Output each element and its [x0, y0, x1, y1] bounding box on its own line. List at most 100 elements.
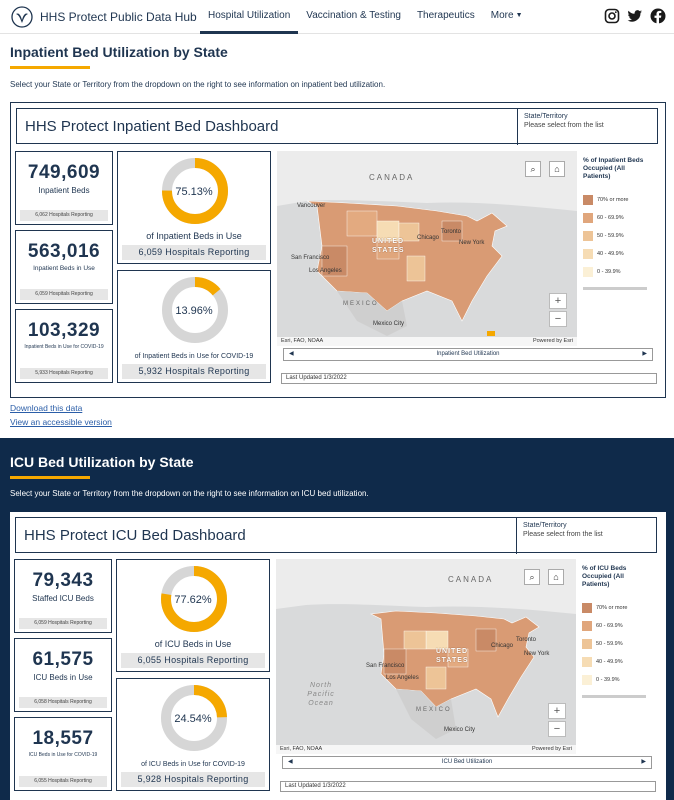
inpatient-dashboard: HHS Protect Inpatient Bed Dashboard Stat…: [10, 102, 666, 398]
legend-title: % of Inpatient Beds Occupied (All Patien…: [583, 157, 644, 180]
legend-swatch: [582, 675, 592, 685]
legend-swatch: [583, 213, 593, 223]
section-accent-underline: [10, 66, 90, 69]
attribution-sources: Esri, FAO, NOAA: [281, 338, 324, 344]
nav-more[interactable]: More ▼: [483, 0, 531, 34]
nav-vaccination-testing[interactable]: Vaccination & Testing: [306, 10, 401, 21]
pager-label: ICU Bed Utilization: [441, 759, 493, 765]
nav-more-label: More: [490, 10, 514, 21]
kpi-value: 103,329: [27, 320, 101, 341]
donut-hospitals-reporting: 6,059 Hospitals Reporting: [122, 245, 266, 260]
map-label-canada: CANADA: [369, 173, 415, 182]
map-attribution: Esri, FAO, NOAA Powered by Esri: [276, 745, 576, 754]
pager-previous-icon[interactable]: ◀: [288, 759, 293, 765]
legend-swatch: [582, 603, 592, 613]
nav-hospital-utilization[interactable]: Hospital Utilization: [200, 0, 299, 34]
legend-item-label: 70% or more: [596, 605, 628, 611]
home-icon[interactable]: ⌂: [548, 569, 564, 585]
map-label-mexico: MEXICO: [416, 707, 452, 713]
legend-swatch: [583, 231, 593, 241]
home-icon[interactable]: ⌂: [549, 161, 565, 177]
map-label-san-francisco: San Francisco: [291, 255, 330, 261]
map-label-new-york: New York: [459, 240, 485, 246]
kpi-label: ICU Beds in Use: [33, 673, 93, 682]
main-nav: Hospital Utilization Vaccination & Testi…: [200, 0, 531, 34]
us-choropleth-map: [277, 151, 577, 336]
kpi-label: Inpatient Beds in Use for COVID-19: [24, 344, 104, 350]
site-brand[interactable]: HHS Protect Public Data Hub: [40, 10, 197, 24]
inpatient-section-title: Inpatient Bed Utilization by State: [10, 44, 228, 60]
legend-item-label: 0 - 39.9%: [596, 677, 620, 683]
attribution-powered-by[interactable]: Powered by Esri: [532, 338, 573, 344]
hhs-eagle-logo-icon[interactable]: [10, 6, 34, 28]
donut-hospitals-reporting: 5,928 Hospitals Reporting: [121, 772, 265, 787]
state-territory-dropdown[interactable]: State/Territory Please select from the l…: [517, 109, 657, 145]
icu-section: ICU Bed Utilization by State Select your…: [0, 438, 674, 800]
pager-next-icon[interactable]: ▶: [641, 759, 646, 765]
donut-caption: of ICU Beds in Use: [154, 639, 232, 649]
zoom-out-button[interactable]: −: [549, 311, 567, 327]
map-label-vancouver: Vancouver: [297, 203, 326, 209]
donut-chart: [162, 158, 228, 224]
donut-hospitals-reporting: 5,932 Hospitals Reporting: [122, 364, 266, 379]
legend-item-label: 0 - 39.9%: [597, 269, 621, 275]
zoom-in-button[interactable]: +: [548, 703, 566, 719]
legend-item-label: 50 - 59.9%: [597, 233, 624, 239]
us-choropleth-map: [276, 559, 576, 739]
legend-swatch: [582, 657, 592, 667]
facebook-icon[interactable]: [650, 8, 666, 24]
zoom-in-button[interactable]: +: [549, 293, 567, 309]
kpi-hospitals-reporting: 6,062 Hospitals Reporting: [20, 210, 108, 221]
donut-icu-in-use: 77.62% of ICU Beds in Use 6,055 Hospital…: [116, 559, 270, 672]
map-label-toronto: Toronto: [441, 229, 462, 235]
map-label-mexico-city: Mexico City: [373, 321, 405, 327]
state-territory-placeholder: Please select from the list: [524, 122, 604, 129]
attribution-powered-by[interactable]: Powered by Esri: [531, 746, 572, 752]
search-icon[interactable]: ⌕: [525, 161, 541, 177]
legend-scrollbar[interactable]: [583, 287, 647, 290]
donut-percent: 13.96%: [175, 305, 213, 317]
donut-percent: 75.13%: [175, 186, 213, 198]
state-territory-dropdown[interactable]: State/Territory Please select from the l…: [516, 518, 656, 554]
download-data-link[interactable]: Download this data: [10, 403, 83, 413]
dashboard-title: HHS Protect ICU Bed Dashboard: [24, 527, 246, 544]
donut-chart: [162, 277, 228, 343]
search-icon[interactable]: ⌕: [524, 569, 540, 585]
icu-dashboard: HHS Protect ICU Bed Dashboard State/Terr…: [10, 512, 666, 800]
legend-swatch: [583, 267, 593, 277]
legend-item: 60 - 69.9%: [582, 621, 652, 631]
kpi-inpatient-beds-in-use: 563,016 Inpatient Beds in Use 6,059 Hosp…: [15, 230, 113, 304]
top-navigation-bar: HHS Protect Public Data Hub Hospital Uti…: [0, 0, 674, 34]
twitter-icon[interactable]: [627, 8, 643, 24]
last-updated: Last Updated 1/3/2022: [280, 781, 656, 792]
kpi-hospitals-reporting: 6,059 Hospitals Reporting: [20, 289, 108, 300]
kpi-value: 749,609: [27, 162, 101, 183]
map-label-canada: CANADA: [448, 575, 494, 584]
accessible-version-link[interactable]: View an accessible version: [10, 417, 112, 427]
map-label-mexico-city: Mexico City: [444, 727, 476, 733]
legend-item: 0 - 39.9%: [583, 267, 653, 277]
pager-next-icon[interactable]: ▶: [642, 351, 647, 357]
map-label-san-francisco: San Francisco: [366, 663, 405, 669]
legend-item: 50 - 59.9%: [582, 639, 652, 649]
kpi-value: 563,016: [27, 241, 101, 262]
kpi-staffed-icu-beds: 79,343 Staffed ICU Beds 6,059 Hospitals …: [14, 559, 112, 633]
zoom-out-button[interactable]: −: [548, 721, 566, 737]
map-label-chicago: Chicago: [417, 235, 440, 241]
inpatient-map[interactable]: CANADA Vancouver Toronto Chicago New Yor…: [277, 151, 577, 346]
instagram-icon[interactable]: [604, 8, 620, 24]
nav-therapeutics[interactable]: Therapeutics: [416, 10, 475, 21]
pager-previous-icon[interactable]: ◀: [289, 351, 294, 357]
icu-map[interactable]: CANADA Toronto Chicago New York San Fran…: [276, 559, 576, 754]
legend-item-label: 70% or more: [597, 197, 629, 203]
kpi-label: Inpatient Beds in Use: [33, 265, 95, 272]
map-legend: % of Inpatient Beds Occupied (All Patien…: [577, 151, 659, 346]
legend-scrollbar[interactable]: [582, 695, 646, 698]
kpi-icu-beds-in-use: 61,575 ICU Beds in Use 6,058 Hospitals R…: [14, 638, 112, 712]
donut-percent: 24.54%: [174, 713, 212, 725]
kpi-inpatient-beds: 749,609 Inpatient Beds 6,062 Hospitals R…: [15, 151, 113, 225]
donut-caption: of Inpatient Beds in Use: [146, 231, 242, 241]
map-label-los-angeles: Los Angeles: [386, 675, 419, 681]
map-label-los-angeles: Los Angeles: [309, 268, 342, 274]
state-territory-label: State/Territory: [524, 113, 568, 120]
